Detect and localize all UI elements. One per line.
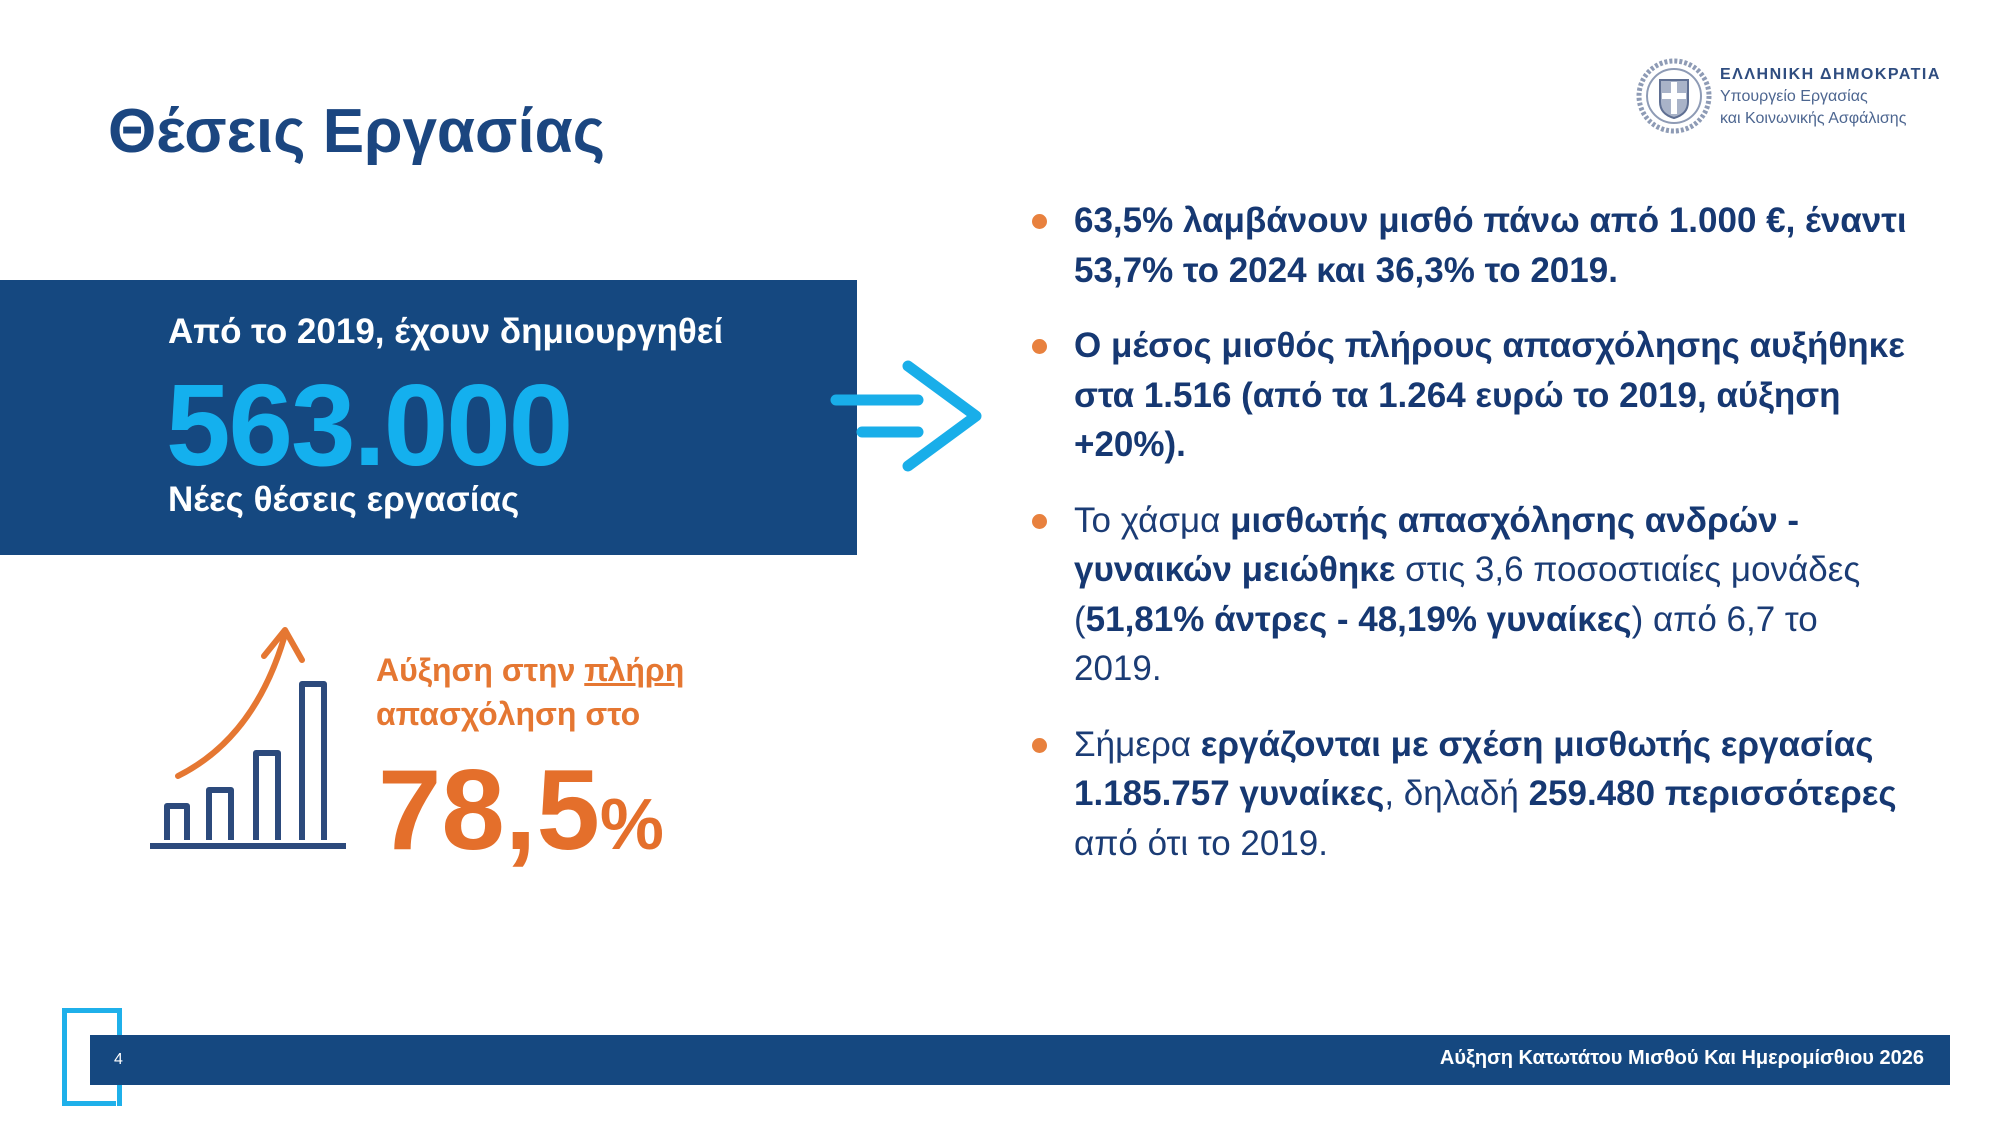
bullet-text-bold: εργάζονται με σχέση μισθωτής εργασίας 1.… <box>1074 724 1874 814</box>
page-number: 4 <box>114 1051 123 1068</box>
bullet-text-bold: 51,81% άντρες - 48,19% γυναίκες <box>1085 599 1632 639</box>
bullet-text: , δηλαδή <box>1384 774 1529 813</box>
logo-ministry-line1: Υπουργείο Εργασίας <box>1720 88 1868 105</box>
bullet-text: από ότι το 2019. <box>1074 823 1328 863</box>
greek-coat-of-arms-seal-icon <box>1636 58 1712 134</box>
list-item: 63,5% λαμβάνουν μισθό πάνω από 1.000 €, … <box>1030 196 1910 295</box>
new-jobs-intro: Από το 2019, έχουν δημιουργηθεί <box>168 312 724 351</box>
full-employment-label-start: Αύξηση στην <box>376 652 585 688</box>
footer-bar: 4 Αύξηση Κατωτάτου Μισθού Και Ημερομίσθι… <box>90 1035 1950 1085</box>
bullet-text-bold: 259.480 περισσότερες <box>1528 774 1897 813</box>
bullet-text: ) από 6,7 το 2019. <box>1074 599 1818 689</box>
full-employment-label-underlined: πλήρη <box>584 652 685 688</box>
new-jobs-caption: Νέες θέσεις εργασίας <box>168 480 520 519</box>
list-item: Ο μέσος μισθός πλήρους απασχόλησης αυξήθ… <box>1030 321 1910 470</box>
right-arrow-icon <box>830 360 982 472</box>
ministry-logo: ΕΛΛΗΝΙΚΗ ΔΗΜΟΚΡΑΤΙΑ Υπουργείο Εργασίας κ… <box>1636 58 1956 138</box>
new-jobs-panel: Από το 2019, έχουν δημιουργηθεί 563.000 … <box>0 280 857 555</box>
list-item: Σήμερα εργάζονται με σχέση μισθωτής εργα… <box>1030 720 1910 869</box>
logo-ministry-line2: και Κοινωνικής Ασφάλισης <box>1720 110 1907 127</box>
logo-republic-name: ΕΛΛΗΝΙΚΗ ΔΗΜΟΚΡΑΤΙΑ <box>1720 66 1941 83</box>
bullet-text: στις 3,6 ποσοστιαίες μονάδες ( <box>1074 550 1861 639</box>
bullet-text: Σήμερα <box>1074 724 1201 764</box>
full-employment-unit: % <box>599 785 664 865</box>
page-title: Θέσεις Εργασίας <box>108 97 606 166</box>
bullet-text-bold: μισθωτής απασχόλησης ανδρών - γυναικών μ… <box>1074 500 1800 590</box>
key-facts-list: 63,5% λαμβάνουν μισθό πάνω από 1.000 €, … <box>1030 196 1910 894</box>
full-employment-label-end: απασχόληση στο <box>376 696 641 732</box>
full-employment-label: Αύξηση στην πλήρη απασχόληση στο <box>376 648 736 736</box>
full-employment-value: 78,5% <box>378 745 664 876</box>
list-item: Το χάσμα μισθωτής απασχόλησης ανδρών - γ… <box>1030 496 1910 694</box>
growth-chart-icon <box>150 627 346 849</box>
footer-bracket-top <box>62 1008 122 1013</box>
bullet-text: 63,5% λαμβάνουν μισθό πάνω από 1.000 €, … <box>1074 201 1907 290</box>
bullet-text: Ο μέσος μισθός πλήρους απασχόλησης αυξήθ… <box>1074 326 1905 464</box>
new-jobs-number: 563.000 <box>166 360 573 490</box>
full-employment-number: 78,5 <box>378 747 600 874</box>
footer-title: Αύξηση Κατωτάτου Μισθού Και Ημερομίσθιου… <box>1439 1047 1924 1069</box>
bullet-text: Το χάσμα <box>1074 500 1231 540</box>
